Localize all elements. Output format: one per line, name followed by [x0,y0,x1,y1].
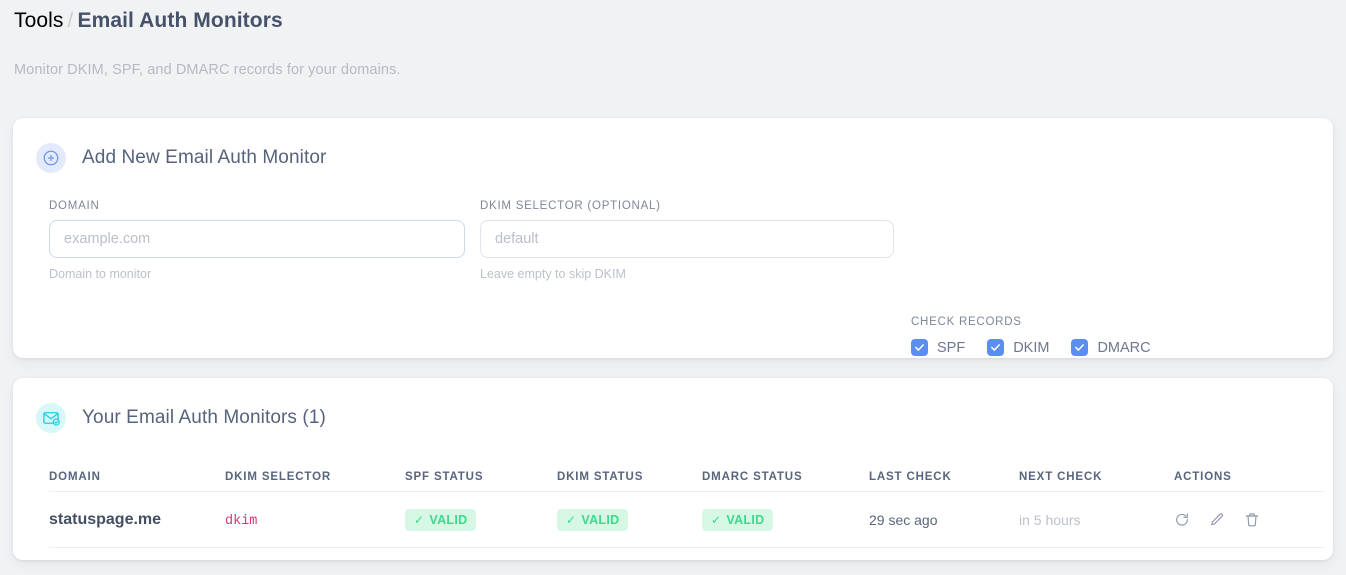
checkmark-icon [911,339,928,356]
check-icon: ✓ [711,512,722,527]
checkbox-dmarc-label: DMARC [1097,339,1151,356]
column-header-last-check: LAST CHECK [869,471,952,483]
dkim-selector-input[interactable] [480,220,894,258]
breadcrumb: Tools / Email Auth Monitors [14,9,283,33]
page-title: Email Auth Monitors [77,9,283,32]
monitors-list-title: Your Email Auth Monitors (1) [82,407,326,428]
dkim-selector-field-hint: Leave empty to skip DKIM [480,267,626,281]
refresh-icon[interactable] [1174,512,1190,528]
cell-last-check: 29 sec ago [869,511,938,528]
breadcrumb-separator: / [67,9,74,32]
column-header-dmarc-status: DMARC STATUS [702,471,803,483]
column-header-spf-status: SPF STATUS [405,471,484,483]
add-monitor-header: Add New Email Auth Monitor [36,143,326,173]
checkbox-dkim[interactable]: DKIM [987,339,1049,356]
checkbox-dkim-label: DKIM [1013,339,1050,356]
checkmark-icon [1071,339,1089,356]
edit-icon[interactable] [1209,512,1225,528]
checkbox-dmarc[interactable]: DMARC [1071,339,1151,356]
add-monitor-title: Add New Email Auth Monitor [82,147,327,168]
domain-field-hint: Domain to monitor [49,267,152,281]
column-header-domain: DOMAIN [49,471,101,483]
dkim-selector-field-group: DKIM SELECTOR (OPTIONAL) Leave empty to … [480,200,894,281]
mail-check-icon [36,403,66,433]
monitors-list-card: Your Email Auth Monitors (1) DOMAIN DKIM… [13,378,1333,560]
checkmark-icon [987,339,1005,356]
monitors-list-header: Your Email Auth Monitors (1) [36,403,326,433]
domain-input[interactable] [49,220,465,258]
row-actions [1174,512,1324,528]
status-badge-dkim: ✓ VALID [557,508,629,531]
cell-next-check: in 5 hours [1019,511,1081,528]
check-icon: ✓ [566,512,577,527]
page-subtitle: Monitor DKIM, SPF, and DMARC records for… [14,62,401,78]
check-records-group: CHECK RECORDS SPF DKIM [911,316,1173,356]
status-badge-spf: ✓ VALID [405,508,477,531]
column-header-dkim-status: DKIM STATUS [557,471,644,483]
dkim-selector-field-label: DKIM SELECTOR (OPTIONAL) [480,200,661,212]
status-badge-dmarc-label: VALID [726,512,765,527]
cell-dkim-selector: dkim [225,513,258,529]
check-records-row: SPF DKIM DMARC [911,339,1173,356]
status-badge-dmarc: ✓ VALID [702,508,774,531]
column-header-actions: ACTIONS [1174,471,1232,483]
monitors-table: DOMAIN DKIM SELECTOR SPF STATUS DKIM STA… [49,464,1324,548]
breadcrumb-parent[interactable]: Tools [14,9,64,32]
column-header-dkim-selector: DKIM SELECTOR [225,471,332,483]
cell-domain: statuspage.me [49,510,162,528]
domain-field-group: DOMAIN Domain to monitor [49,200,465,281]
checkbox-spf-label: SPF [937,339,966,356]
delete-icon[interactable] [1244,512,1260,528]
add-monitor-card: Add New Email Auth Monitor DOMAIN Domain… [13,118,1333,452]
checkbox-spf[interactable]: SPF [911,339,965,356]
plus-circle-icon [36,143,66,173]
status-badge-spf-label: VALID [429,512,468,527]
status-badge-dkim-label: VALID [581,512,620,527]
check-icon: ✓ [414,512,425,527]
check-records-label: CHECK RECORDS [911,316,1022,328]
column-header-next-check: NEXT CHECK [1019,471,1103,483]
table-row: statuspage.me dkim ✓ VALID ✓ VALID [49,492,1324,548]
table-header-row: DOMAIN DKIM SELECTOR SPF STATUS DKIM STA… [49,464,1324,492]
domain-field-label: DOMAIN [49,200,100,212]
